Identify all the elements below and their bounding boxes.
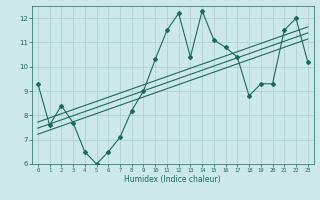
X-axis label: Humidex (Indice chaleur): Humidex (Indice chaleur) [124,175,221,184]
